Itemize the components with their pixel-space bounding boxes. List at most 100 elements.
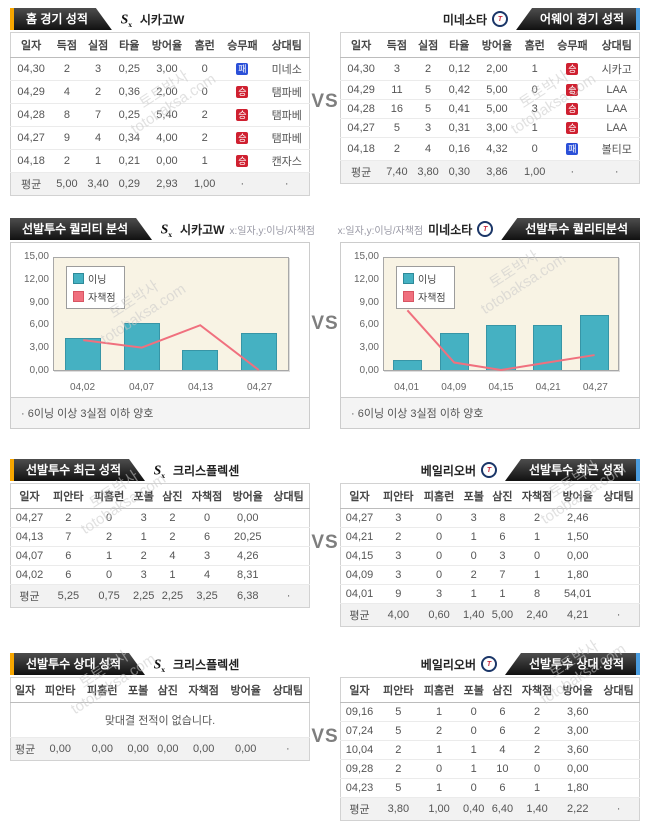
table-row: 04,30 3 2 0,12 2,00 1 승 시카고 bbox=[340, 57, 640, 81]
recent-right-header: 베일리오버 T 선발투수 최근 성적 bbox=[340, 459, 640, 481]
table-row: 07,24 5 2 0 6 2 3,00 bbox=[340, 721, 640, 741]
orange-accent-bar bbox=[10, 653, 14, 675]
svg-text:S: S bbox=[161, 221, 169, 236]
earned-runs-line bbox=[384, 258, 618, 370]
table-row: 04,18 2 4 0,16 4,32 0 패 볼티모 bbox=[340, 137, 640, 161]
blue-accent-bar bbox=[636, 459, 640, 481]
quality-right-title: 선발투수 퀄리티분석 bbox=[501, 218, 640, 240]
minnesota-twins-logo: T bbox=[481, 656, 497, 672]
header-row: 일자 득점 실점 타율 방어율 홈런 승무패 상대팀 bbox=[10, 32, 310, 58]
table-row: 04,29 11 5 0,42 5,00 0 승 LAA bbox=[340, 80, 640, 100]
quality-right-team-name: 미네소타 bbox=[428, 222, 473, 237]
minnesota-twins-logo: T bbox=[481, 462, 497, 478]
y-axis-labels: 15,00 12,00 9,00 6,00 3,00 0,00 bbox=[353, 251, 379, 376]
recent-right-panel: 베일리오버 T 선발투수 최근 성적 일자 피안타 피홈런 포볼 삼진 자책점 방어율 상대팀… bbox=[340, 459, 640, 627]
table-row: 04,30 2 3 0,25 3,00 0 패 미네소 bbox=[10, 57, 310, 81]
right-pitcher-name: 베일리오버 bbox=[420, 463, 476, 478]
no-record-message-row: 맞대결 전적이 없습니다. bbox=[10, 702, 310, 738]
quality-right-panel: x:일자,y:이닝/자책점 미네소타 T 선발투수 퀄리티분석 15,00 12,… bbox=[337, 218, 640, 429]
earned-runs-legend-label: 자책점 bbox=[88, 293, 116, 304]
chart-legend: 이닝 자책점 bbox=[396, 266, 455, 309]
vs-label: VS bbox=[311, 91, 339, 112]
win-badge: 승 bbox=[236, 109, 249, 121]
left-pitcher-name: 크리스플렉센 bbox=[173, 657, 240, 672]
win-badge: 승 bbox=[566, 84, 579, 96]
earned-runs-line bbox=[54, 258, 288, 370]
minnesota-twins-logo: T bbox=[492, 11, 509, 27]
header-row: 일자 피안타 피홈런 포볼 삼진 자책점 방어율 상대팀 bbox=[10, 483, 310, 509]
quality-left-team-name: 시카고W bbox=[180, 222, 225, 237]
innings-legend-swatch bbox=[73, 273, 84, 284]
versus-left-title: 선발투수 상대 성적 bbox=[14, 653, 145, 675]
chart-legend: 이닝 자책점 bbox=[66, 266, 125, 309]
win-badge: 승 bbox=[236, 155, 249, 167]
x-axis-labels: 04,01 04,09 04,15 04,21 04,27 bbox=[394, 382, 608, 393]
right-pitcher-name: 베일리오버 bbox=[420, 657, 476, 672]
away-record-header: 미네소타 T 어웨이 경기 성적 bbox=[340, 8, 640, 30]
axis-caption: x:일자,y:이닝/자책점 bbox=[337, 225, 424, 237]
recent-left-title: 선발투수 최근 성적 bbox=[14, 459, 145, 481]
orange-accent-bar bbox=[10, 459, 14, 481]
away-record-table: 일자 득점 실점 타율 방어율 홈런 승무패 상대팀 04,30 3 2 0,12 2,00 1 승 시카고 0… bbox=[340, 32, 640, 184]
vs-label: VS bbox=[311, 726, 339, 747]
table-row: 04,15 3 0 0 3 0 0,00 bbox=[340, 546, 640, 566]
table-row: 04,27 9 4 0,34 4,00 2 승 탬파베 bbox=[10, 126, 310, 150]
loss-badge: 패 bbox=[566, 143, 579, 155]
axis-caption: x:일자,y:이닝/자책점 bbox=[229, 225, 315, 237]
table-row: 09,16 5 1 0 6 2 3,60 bbox=[340, 702, 640, 722]
quality-left-title: 선발투수 퀄리티 분석 bbox=[10, 218, 152, 240]
table-row: 04,27 3 0 3 8 2 2,46 bbox=[340, 508, 640, 528]
innings-legend-swatch bbox=[403, 273, 414, 284]
versus-right-panel: 베일리오버 T 선발투수 상대 성적 일자 피안타 피홈런 포볼 삼진 자책점 방어율 상대팀… bbox=[340, 653, 640, 821]
table-row: 04,28 8 7 0,25 5,40 2 승 탬파베 bbox=[10, 103, 310, 127]
win-badge: 승 bbox=[566, 103, 579, 115]
chart-note: · 6이닝 이상 3실점 이하 양호 bbox=[11, 397, 309, 428]
table-row: 04,21 2 0 1 6 1 1,50 bbox=[340, 527, 640, 547]
svg-text:S: S bbox=[154, 656, 162, 671]
table-row: 04,29 4 2 0,36 2,00 0 승 탬파베 bbox=[10, 80, 310, 104]
svg-text:x: x bbox=[161, 665, 165, 673]
win-badge: 승 bbox=[566, 63, 579, 75]
svg-text:x: x bbox=[128, 20, 132, 28]
table-row: 04,27 2 0 3 2 0 0,00 bbox=[10, 508, 310, 528]
win-badge: 승 bbox=[566, 122, 579, 134]
blue-accent-bar bbox=[636, 653, 640, 675]
innings-legend-label: 이닝 bbox=[418, 275, 437, 286]
recent-right-table: 일자 피안타 피홈런 포볼 삼진 자책점 방어율 상대팀 04,27 3 0 3 8 2 2,46 04,21… bbox=[340, 483, 640, 627]
win-badge: 승 bbox=[236, 86, 249, 98]
home-record-title: 홈 경기 성적 bbox=[14, 8, 112, 30]
table-row: 04,18 2 1 0,21 0,00 1 승 캔자스 bbox=[10, 149, 310, 173]
loss-badge: 패 bbox=[236, 63, 249, 75]
chart-note: · 6이닝 이상 3실점 이하 양호 bbox=[341, 397, 639, 428]
minnesota-twins-logo: T bbox=[477, 221, 494, 237]
table-row: 04,13 7 2 1 2 6 20,25 bbox=[10, 527, 310, 547]
header-row: 일자 피안타 피홈런 포볼 삼진 자책점 방어율 상대팀 bbox=[10, 677, 310, 703]
quality-right-header: x:일자,y:이닝/자책점 미네소타 T 선발투수 퀄리티분석 bbox=[337, 218, 640, 240]
table-row: 10,04 2 1 1 4 2 3,60 bbox=[340, 740, 640, 760]
home-record-table: 일자 득점 실점 타율 방어율 홈런 승무패 상대팀 04,30 2 3 0,25 3,00 0 패 미네소 0… bbox=[10, 32, 310, 196]
left-pitcher-name: 크리스플렉센 bbox=[173, 463, 240, 478]
quality-chart-right: 15,00 12,00 9,00 6,00 3,00 0,00 이닝 자책점 04,01 0… bbox=[340, 242, 640, 429]
versus-left-table: 일자 피안타 피홈런 포볼 삼진 자책점 방어율 상대팀 맞대결 전적이 없습니다. 평균 0,00… bbox=[10, 677, 310, 761]
average-row: 평균 0,00 0,00 0,00 0,00 0,00 0,00 · bbox=[10, 737, 310, 761]
table-row: 04,23 5 1 0 6 1 1,80 bbox=[340, 778, 640, 798]
away-record-title: 어웨이 경기 성적 bbox=[516, 8, 636, 30]
home-team-name: 시카고W bbox=[139, 12, 185, 27]
win-badge: 승 bbox=[236, 132, 249, 144]
